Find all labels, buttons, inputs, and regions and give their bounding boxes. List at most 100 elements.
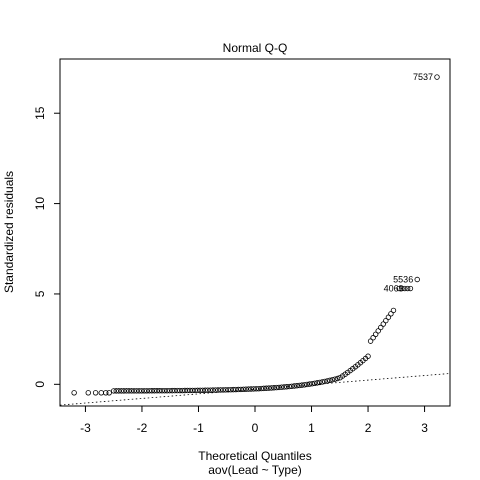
- data-point: [233, 386, 239, 393]
- plot-frame: [59, 58, 451, 407]
- x-tick-label: -1: [193, 421, 204, 435]
- data-point: [311, 380, 318, 387]
- chart-title: Normal Q-Q: [223, 41, 288, 55]
- data-point: [210, 387, 216, 393]
- data-point: [248, 386, 254, 392]
- data-point: [149, 388, 155, 394]
- data-point: [402, 285, 408, 292]
- y-tick-label: 10: [33, 197, 47, 211]
- data-point: [133, 388, 140, 394]
- data-point: [202, 387, 208, 393]
- data-point: [434, 74, 440, 80]
- data-point: [197, 387, 203, 394]
- chart-subtitle: aov(Lead ~ Type): [208, 463, 302, 477]
- data-point: [399, 285, 405, 292]
- data-point: [296, 382, 303, 389]
- data-point: [266, 385, 272, 391]
- data-point: [110, 388, 117, 394]
- data-point: [390, 307, 397, 314]
- data-point: [161, 387, 168, 394]
- data-point: [278, 384, 285, 390]
- data-point: [301, 382, 308, 388]
- data-point: [281, 384, 287, 390]
- data-point: [151, 388, 158, 394]
- x-tick-label: 2: [365, 421, 372, 435]
- data-point: [289, 383, 295, 389]
- data-point: [177, 387, 183, 394]
- data-point: [103, 390, 109, 396]
- data-point: [220, 387, 226, 393]
- y-tick-label: 0: [33, 381, 47, 388]
- data-point: [172, 387, 178, 394]
- data-point: [184, 387, 191, 394]
- data-point: [98, 390, 104, 396]
- data-point: [179, 387, 186, 394]
- data-point: [121, 388, 127, 394]
- data-point: [372, 331, 379, 338]
- data-point: [309, 381, 315, 387]
- data-point: [317, 379, 323, 386]
- data-point: [92, 390, 99, 396]
- data-point: [174, 387, 180, 394]
- data-point: [131, 388, 137, 394]
- data-point: [263, 385, 270, 391]
- data-point: [370, 335, 376, 341]
- x-tick-label: -3: [80, 421, 91, 435]
- data-point: [182, 387, 188, 394]
- data-point: [332, 376, 338, 382]
- data-point: [314, 380, 320, 386]
- x-tick-label: 1: [308, 421, 315, 435]
- data-point: [207, 387, 214, 393]
- data-point: [126, 388, 132, 394]
- data-point: [334, 375, 341, 382]
- data-point: [324, 378, 331, 384]
- data-point: [261, 385, 267, 392]
- data-point: [273, 384, 280, 391]
- data-point: [276, 384, 282, 391]
- data-point: [144, 388, 150, 394]
- data-point: [238, 386, 244, 393]
- data-point: [365, 353, 371, 359]
- data-point: [164, 387, 170, 394]
- data-point: [194, 387, 201, 394]
- data-point: [225, 387, 231, 393]
- x-tick-label: -2: [137, 421, 148, 435]
- data-point: [215, 387, 221, 393]
- data-point: [245, 386, 252, 392]
- data-point: [154, 388, 160, 394]
- data-point: [291, 383, 297, 389]
- data-point: [306, 381, 313, 387]
- data-points: [71, 74, 440, 396]
- x-tick-label: 3: [421, 421, 428, 435]
- data-point: [118, 388, 125, 394]
- data-point: [235, 386, 242, 393]
- data-point: [250, 386, 257, 392]
- data-point: [327, 377, 333, 384]
- data-point: [414, 276, 420, 283]
- data-point: [294, 383, 300, 389]
- data-point: [156, 388, 163, 394]
- data-point: [113, 388, 119, 394]
- data-point: [217, 387, 224, 393]
- data-point: [240, 386, 247, 393]
- data-point: [396, 285, 402, 292]
- data-point: [378, 324, 384, 331]
- data-point: [268, 385, 275, 391]
- data-point: [258, 385, 264, 392]
- data-point: [322, 378, 328, 385]
- data-point: [319, 379, 325, 385]
- data-point: [146, 388, 153, 394]
- data-point: [286, 383, 292, 390]
- x-tick-label: 0: [252, 421, 259, 435]
- data-point: [253, 386, 259, 392]
- data-point: [271, 385, 277, 391]
- data-point: [205, 387, 211, 393]
- data-point: [243, 386, 249, 392]
- data-point: [85, 390, 91, 396]
- point-label: 5536: [393, 274, 413, 284]
- data-point: [159, 387, 165, 394]
- reference-line: [59, 373, 451, 406]
- data-point: [200, 387, 206, 393]
